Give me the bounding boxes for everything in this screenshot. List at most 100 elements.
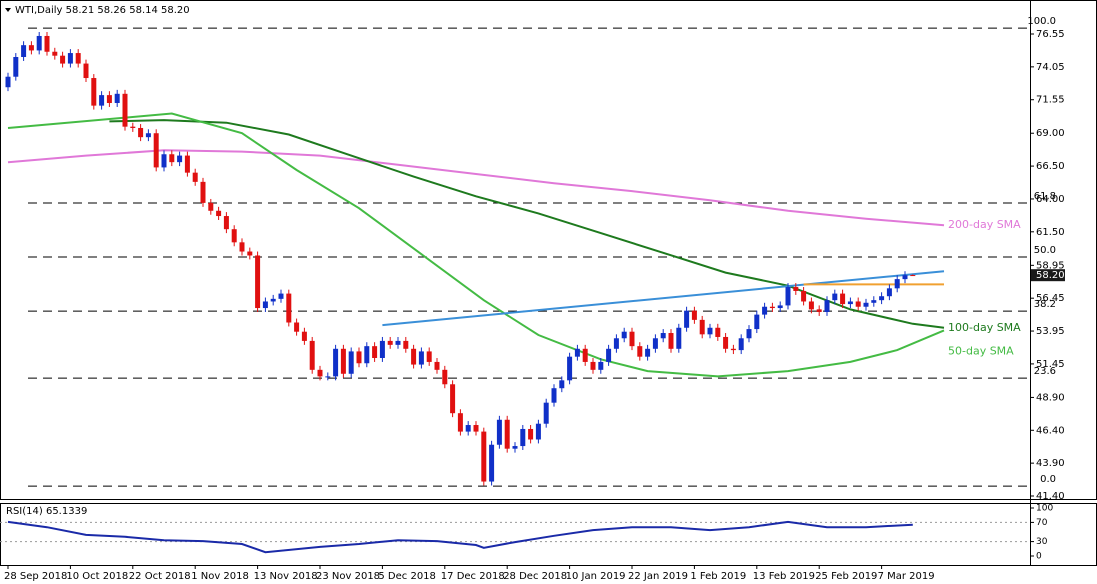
candle-body (169, 154, 175, 163)
candle-body (738, 338, 744, 351)
x-tick-label: 1 Feb 2019 (690, 571, 746, 582)
price-marker (1031, 269, 1065, 282)
candle-body (559, 380, 565, 389)
candle-body (793, 287, 799, 291)
candle-body (122, 93, 128, 127)
candle-body (886, 288, 892, 297)
candle-body (333, 348, 339, 377)
candle-body (450, 384, 456, 414)
candle-body (504, 419, 510, 449)
candle-body (301, 331, 307, 341)
y-tick-label: 61.50 (1036, 227, 1065, 238)
candle-body (106, 95, 112, 104)
candle-body (216, 210, 222, 217)
candle-body (621, 331, 627, 339)
candle-body (769, 306, 775, 309)
x-tick-label: 10 Oct 2018 (66, 571, 128, 582)
candle-body (465, 425, 471, 432)
candle-body (395, 340, 401, 345)
y-tick-label: 0 (1036, 552, 1042, 562)
candle-body (785, 287, 791, 306)
candle-body (879, 296, 885, 301)
candle-body (691, 310, 697, 320)
candle-body (645, 348, 651, 357)
candle-body (247, 251, 253, 256)
candle-body (83, 63, 89, 79)
candle-body (5, 76, 11, 88)
candle-body (184, 155, 190, 173)
x-tick-label: 28 Dec 2018 (503, 571, 567, 582)
candle-body (723, 336, 729, 349)
candle-body (309, 340, 315, 370)
fib-label: 50.0 (1034, 245, 1056, 256)
candle-body (36, 35, 42, 51)
y-tick-label: 76.55 (1036, 29, 1065, 40)
overlay-line (7, 149, 945, 227)
candle-body (535, 423, 541, 440)
candle-body (192, 172, 198, 182)
y-tick-label: 51.45 (1036, 359, 1065, 370)
x-tick-label: 22 Jan 2019 (628, 571, 688, 582)
candle-body (637, 346, 643, 357)
y-tick-label: 71.55 (1036, 95, 1065, 106)
candle-body (356, 351, 362, 364)
y-tick-label: 70 (1036, 518, 1048, 528)
rsi-panel (0, 503, 1097, 566)
x-tick-label: 1 Nov 2018 (191, 571, 249, 582)
candle-body (145, 133, 151, 138)
candle-body (223, 216, 229, 230)
candle-body (801, 290, 807, 302)
candle-body (902, 275, 908, 280)
chart-title: WTI,Daily 58.21 58.26 58.14 58.20 (15, 5, 190, 16)
y-tick-label: 58.95 (1036, 260, 1065, 271)
x-tick-label: 22 Oct 2018 (129, 571, 191, 582)
candle-body (442, 369, 448, 385)
candle-body (590, 361, 596, 370)
candle-body (418, 351, 424, 365)
y-tick-label: 74.05 (1036, 62, 1065, 73)
candle-body (177, 155, 183, 163)
candle-body (528, 428, 534, 440)
candle-body (699, 319, 705, 335)
rsi-title: RSI(14) 65.1339 (6, 506, 87, 517)
candle-body (707, 327, 713, 335)
candle-body (855, 301, 861, 307)
x-tick-label: 13 Feb 2019 (753, 571, 815, 582)
rsi-line (7, 520, 913, 554)
overlay-line (109, 119, 945, 329)
symbol-icon (5, 8, 11, 12)
overlay-line (7, 112, 945, 378)
candle-body (660, 333, 666, 339)
candle-body (754, 314, 760, 330)
overlay-label: 200-day SMA (948, 218, 1021, 231)
candle-body (286, 293, 292, 323)
candle-body (520, 428, 526, 447)
candle-body (840, 293, 846, 305)
candle-body (777, 305, 783, 309)
fib-label: 0.0 (1040, 474, 1056, 485)
candle-body (606, 348, 612, 362)
candle-body (582, 348, 588, 362)
candle-body (676, 327, 682, 349)
y-tick-label: 56.45 (1036, 293, 1065, 304)
candle-body (543, 402, 549, 424)
candle-body (317, 369, 323, 377)
x-tick-label: 13 Nov 2018 (254, 571, 318, 582)
y-tick-label: 64.00 (1036, 194, 1065, 205)
candle-body (668, 333, 674, 349)
candle-body (457, 413, 463, 432)
candle-body (114, 93, 120, 104)
candle-body (208, 202, 214, 211)
candle-body (730, 348, 736, 351)
candle-body (598, 361, 604, 370)
candle-body (67, 53, 73, 64)
candle-body (746, 329, 752, 339)
candle-body (762, 306, 768, 315)
candle-body (231, 229, 237, 243)
y-tick-label: 48.90 (1036, 392, 1065, 403)
candle-body (403, 340, 409, 349)
candle-body (379, 340, 385, 358)
candle-body (863, 302, 869, 307)
